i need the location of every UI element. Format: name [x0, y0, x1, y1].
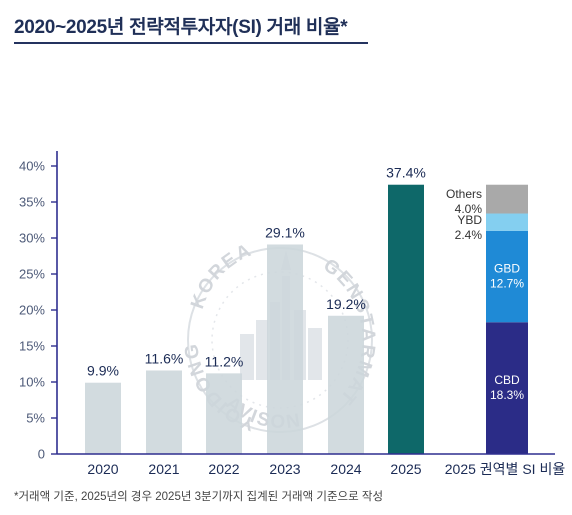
x-tick-label-2025: 2025 [390, 461, 421, 477]
bar-2025 [388, 184, 424, 454]
y-tick-label: 30% [19, 231, 45, 246]
bar-2024 [328, 315, 364, 454]
data-label-2020: 9.9% [87, 363, 119, 379]
x-tick-label-2023: 2023 [269, 461, 300, 477]
title-underline [14, 42, 368, 44]
stack-name-gbd: GBD [494, 262, 520, 276]
bars: 9.9% 11.6% 11.2% 29.1% 19.2% 37.4% [85, 165, 426, 454]
x-axis: 2020 2021 2022 2023 2024 2025 2025 권역별 SI 비율 [57, 453, 566, 477]
y-axis: 0 5% 10% 15% 20% 25% 30% 35% 40% [19, 151, 58, 462]
stack-value-others: 4.0% [455, 202, 483, 216]
data-label-2025: 37.4% [386, 165, 426, 181]
stack-segment-cbd [486, 322, 528, 454]
y-tick-label: 15% [19, 339, 45, 354]
chart-title: 2020~2025년 전략적투자자(SI) 거래 비율* [14, 17, 348, 38]
stack-segment-gbd [486, 230, 528, 323]
watermark-building [240, 334, 254, 380]
stack-name-others: Others [446, 187, 482, 201]
bar-2020 [85, 382, 121, 454]
x-tick-label-regional: 2025 권역별 SI 비율 [445, 461, 566, 477]
data-label-2023: 29.1% [265, 224, 305, 240]
footnote: *거래액 기준, 2025년의 경우 2025년 3분기까지 집계된 거래액 기… [14, 491, 384, 503]
watermark-building [256, 320, 268, 380]
x-tick-label-2024: 2024 [330, 461, 361, 477]
data-label-2021: 11.6% [145, 350, 184, 366]
stack-segment-ybd [486, 213, 528, 231]
stack-value-cbd: 18.3% [490, 388, 524, 402]
stack-name-ybd: YBD [457, 213, 482, 227]
y-tick-label: 0 [38, 447, 45, 462]
watermark-building [308, 328, 322, 380]
stack-segment-others [486, 184, 528, 214]
data-label-2024: 19.2% [326, 296, 366, 312]
stack-value-gbd: 12.7% [490, 277, 524, 291]
watermark-text-top: KOREA [187, 240, 256, 312]
y-tick-label: 10% [19, 375, 45, 390]
y-tick-label: 20% [19, 303, 45, 318]
data-label-2022: 11.2% [205, 353, 244, 369]
y-tick-label: 40% [19, 159, 45, 174]
x-tick-label-2021: 2021 [148, 461, 179, 477]
stack-value-ybd: 2.4% [455, 228, 483, 242]
bar-2022 [206, 373, 242, 454]
x-tick-label-2022: 2022 [208, 461, 239, 477]
y-tick-label: 5% [26, 411, 45, 426]
bar-2021 [146, 370, 182, 454]
bar-2023 [267, 244, 303, 454]
stack-name-cbd: CBD [494, 373, 520, 387]
x-tick-label-2020: 2020 [87, 461, 118, 477]
y-tick-label: 35% [19, 195, 45, 210]
y-tick-label: 25% [19, 267, 45, 282]
si-ratio-chart: KOREAGENSTARMATEYOIDONGAVISON 05%10%15%2… [0, 0, 566, 477]
